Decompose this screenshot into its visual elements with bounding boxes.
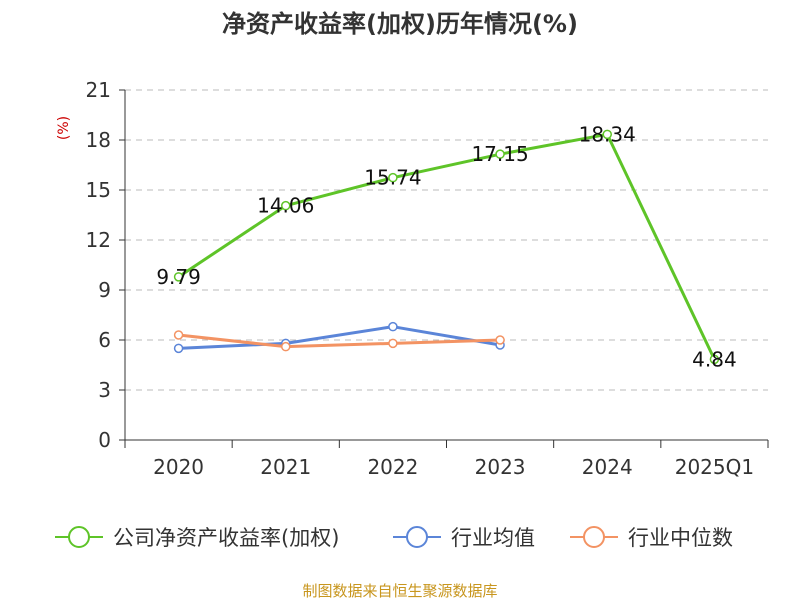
y-unit-label: (%)	[56, 116, 72, 140]
chart-title: 净资产收益率(加权)历年情况(%)	[222, 10, 578, 38]
series-point-0[interactable]	[281, 200, 291, 211]
data-label: 9.79	[156, 265, 201, 289]
legend-swatch-marker	[406, 526, 428, 548]
series-point-2[interactable]	[281, 341, 291, 352]
data-label: 15.74	[364, 166, 421, 190]
series-line-2	[178, 333, 501, 349]
series-lines	[173, 129, 720, 365]
y-tick-label: 18	[86, 128, 111, 152]
x-tick-label: 2023	[475, 455, 526, 479]
grid-lines	[125, 89, 768, 391]
x-tick-label: 2022	[367, 455, 418, 479]
series-line-0	[177, 132, 716, 360]
y-tick-label: 3	[98, 378, 111, 402]
series-line-1	[178, 325, 501, 350]
series-point-2[interactable]	[388, 338, 398, 349]
data-label: 4.84	[692, 347, 737, 371]
legend-item-2[interactable]: 行业中位数	[570, 526, 733, 550]
y-tick-label: 9	[98, 278, 111, 302]
legend[interactable]: 公司净资产收益率(加权) 行业均值 行业中位数	[55, 526, 733, 550]
series-point-1[interactable]	[173, 343, 184, 354]
data-label: 14.06	[257, 194, 314, 218]
series-point-0[interactable]	[173, 272, 184, 282]
series-point-2[interactable]	[173, 330, 184, 340]
series-point-0[interactable]	[709, 354, 720, 365]
data-label: 18.34	[579, 122, 636, 146]
y-tick-label: 21	[86, 78, 111, 102]
series-point-1[interactable]	[388, 321, 398, 332]
y-tick-label: 0	[98, 428, 111, 452]
x-tick-label: 2024	[582, 455, 633, 479]
data-labels: 9.79 14.06 15.74 17.15 18.34 4.84	[156, 122, 736, 371]
legend-label: 公司净资产收益率(加权)	[113, 526, 339, 550]
y-tick-label: 12	[86, 228, 111, 252]
legend-label: 行业中位数	[628, 526, 733, 550]
axes: 0 3 6 9 12 15 18 21 2020 2021 2022 2023 2024 2025Q1	[86, 78, 769, 479]
x-tick-label: 2025Q1	[675, 455, 754, 479]
y-tick-label: 6	[98, 328, 111, 352]
series-point-0[interactable]	[388, 172, 398, 183]
legend-item-1[interactable]: 行业均值	[393, 526, 535, 550]
x-tick-label: 2021	[260, 455, 311, 479]
series-point-2[interactable]	[495, 335, 505, 345]
legend-label: 行业均值	[451, 526, 535, 550]
source-note: 制图数据来自恒生聚源数据库	[302, 582, 497, 600]
data-label: 17.15	[471, 142, 528, 166]
legend-swatch-marker	[583, 526, 605, 548]
series-point-0[interactable]	[602, 129, 612, 140]
legend-swatch-marker	[68, 526, 90, 548]
series-point-0[interactable]	[495, 149, 505, 159]
x-tick-label: 2020	[153, 455, 204, 479]
y-tick-label: 15	[86, 178, 111, 202]
legend-item-0[interactable]: 公司净资产收益率(加权)	[55, 526, 339, 550]
